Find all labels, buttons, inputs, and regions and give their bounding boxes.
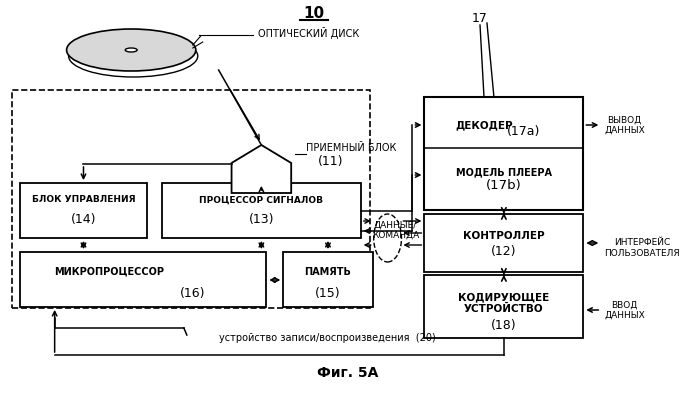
Text: устройство записи/воспроизведения  (20): устройство записи/воспроизведения (20) bbox=[218, 333, 435, 343]
Ellipse shape bbox=[66, 29, 196, 71]
Text: 10: 10 bbox=[304, 6, 325, 20]
Text: ВЫВОД
ДАННЫХ: ВЫВОД ДАННЫХ bbox=[604, 115, 645, 135]
Text: (17b): (17b) bbox=[486, 180, 522, 193]
Bar bbox=[162, 183, 360, 238]
Polygon shape bbox=[232, 145, 291, 193]
Text: (12): (12) bbox=[491, 246, 517, 259]
Text: КОДИРУЮЩЕЕ: КОДИРУЮЩЕЕ bbox=[458, 292, 550, 302]
Text: (14): (14) bbox=[71, 213, 96, 226]
Text: (13): (13) bbox=[248, 213, 274, 226]
Bar bbox=[284, 252, 372, 307]
Text: ПАМЯТЬ: ПАМЯТЬ bbox=[304, 267, 351, 277]
Text: ПРИЕМНЫЙ БЛОК: ПРИЕМНЫЙ БЛОК bbox=[306, 143, 396, 153]
Bar bbox=[20, 183, 147, 238]
Bar bbox=[20, 252, 266, 307]
Text: ДЕКОДЕР: ДЕКОДЕР bbox=[455, 120, 513, 130]
Text: (17a): (17a) bbox=[507, 125, 540, 138]
Text: КОНТРОЛЛЕР: КОНТРОЛЛЕР bbox=[463, 231, 545, 241]
Text: ПРОЦЕССОР СИГНАЛОВ: ПРОЦЕССОР СИГНАЛОВ bbox=[199, 195, 323, 204]
Bar bbox=[424, 214, 583, 272]
Text: ДАННЫЕ/
КОМАНДА: ДАННЫЕ/ КОМАНДА bbox=[372, 220, 419, 240]
Text: ОПТИЧЕСКИЙ ДИСК: ОПТИЧЕСКИЙ ДИСК bbox=[258, 27, 360, 39]
Text: Фиг. 5А: Фиг. 5А bbox=[317, 366, 379, 380]
Bar bbox=[12, 90, 370, 308]
Text: (18): (18) bbox=[491, 318, 517, 332]
Text: 17: 17 bbox=[472, 11, 488, 24]
Text: МИКРОПРОЦЕССОР: МИКРОПРОЦЕССОР bbox=[55, 267, 164, 277]
Bar bbox=[424, 97, 583, 210]
Bar bbox=[424, 275, 583, 338]
Text: (15): (15) bbox=[315, 286, 341, 299]
Text: (16): (16) bbox=[180, 286, 206, 299]
Text: (11): (11) bbox=[318, 156, 344, 169]
Text: УСТРОЙСТВО: УСТРОЙСТВО bbox=[464, 304, 544, 314]
Ellipse shape bbox=[125, 48, 137, 52]
Text: ВВОД
ДАННЫХ: ВВОД ДАННЫХ bbox=[604, 300, 645, 320]
Text: МОДЕЛЬ ПЛЕЕРА: МОДЕЛЬ ПЛЕЕРА bbox=[456, 167, 552, 177]
Text: БЛОК УПРАВЛЕНИЯ: БЛОК УПРАВЛЕНИЯ bbox=[32, 195, 135, 204]
Text: ИНТЕРФЕЙС
ПОЛЬЗОВАТЕЛЯ: ИНТЕРФЕЙС ПОЛЬЗОВАТЕЛЯ bbox=[604, 238, 680, 258]
